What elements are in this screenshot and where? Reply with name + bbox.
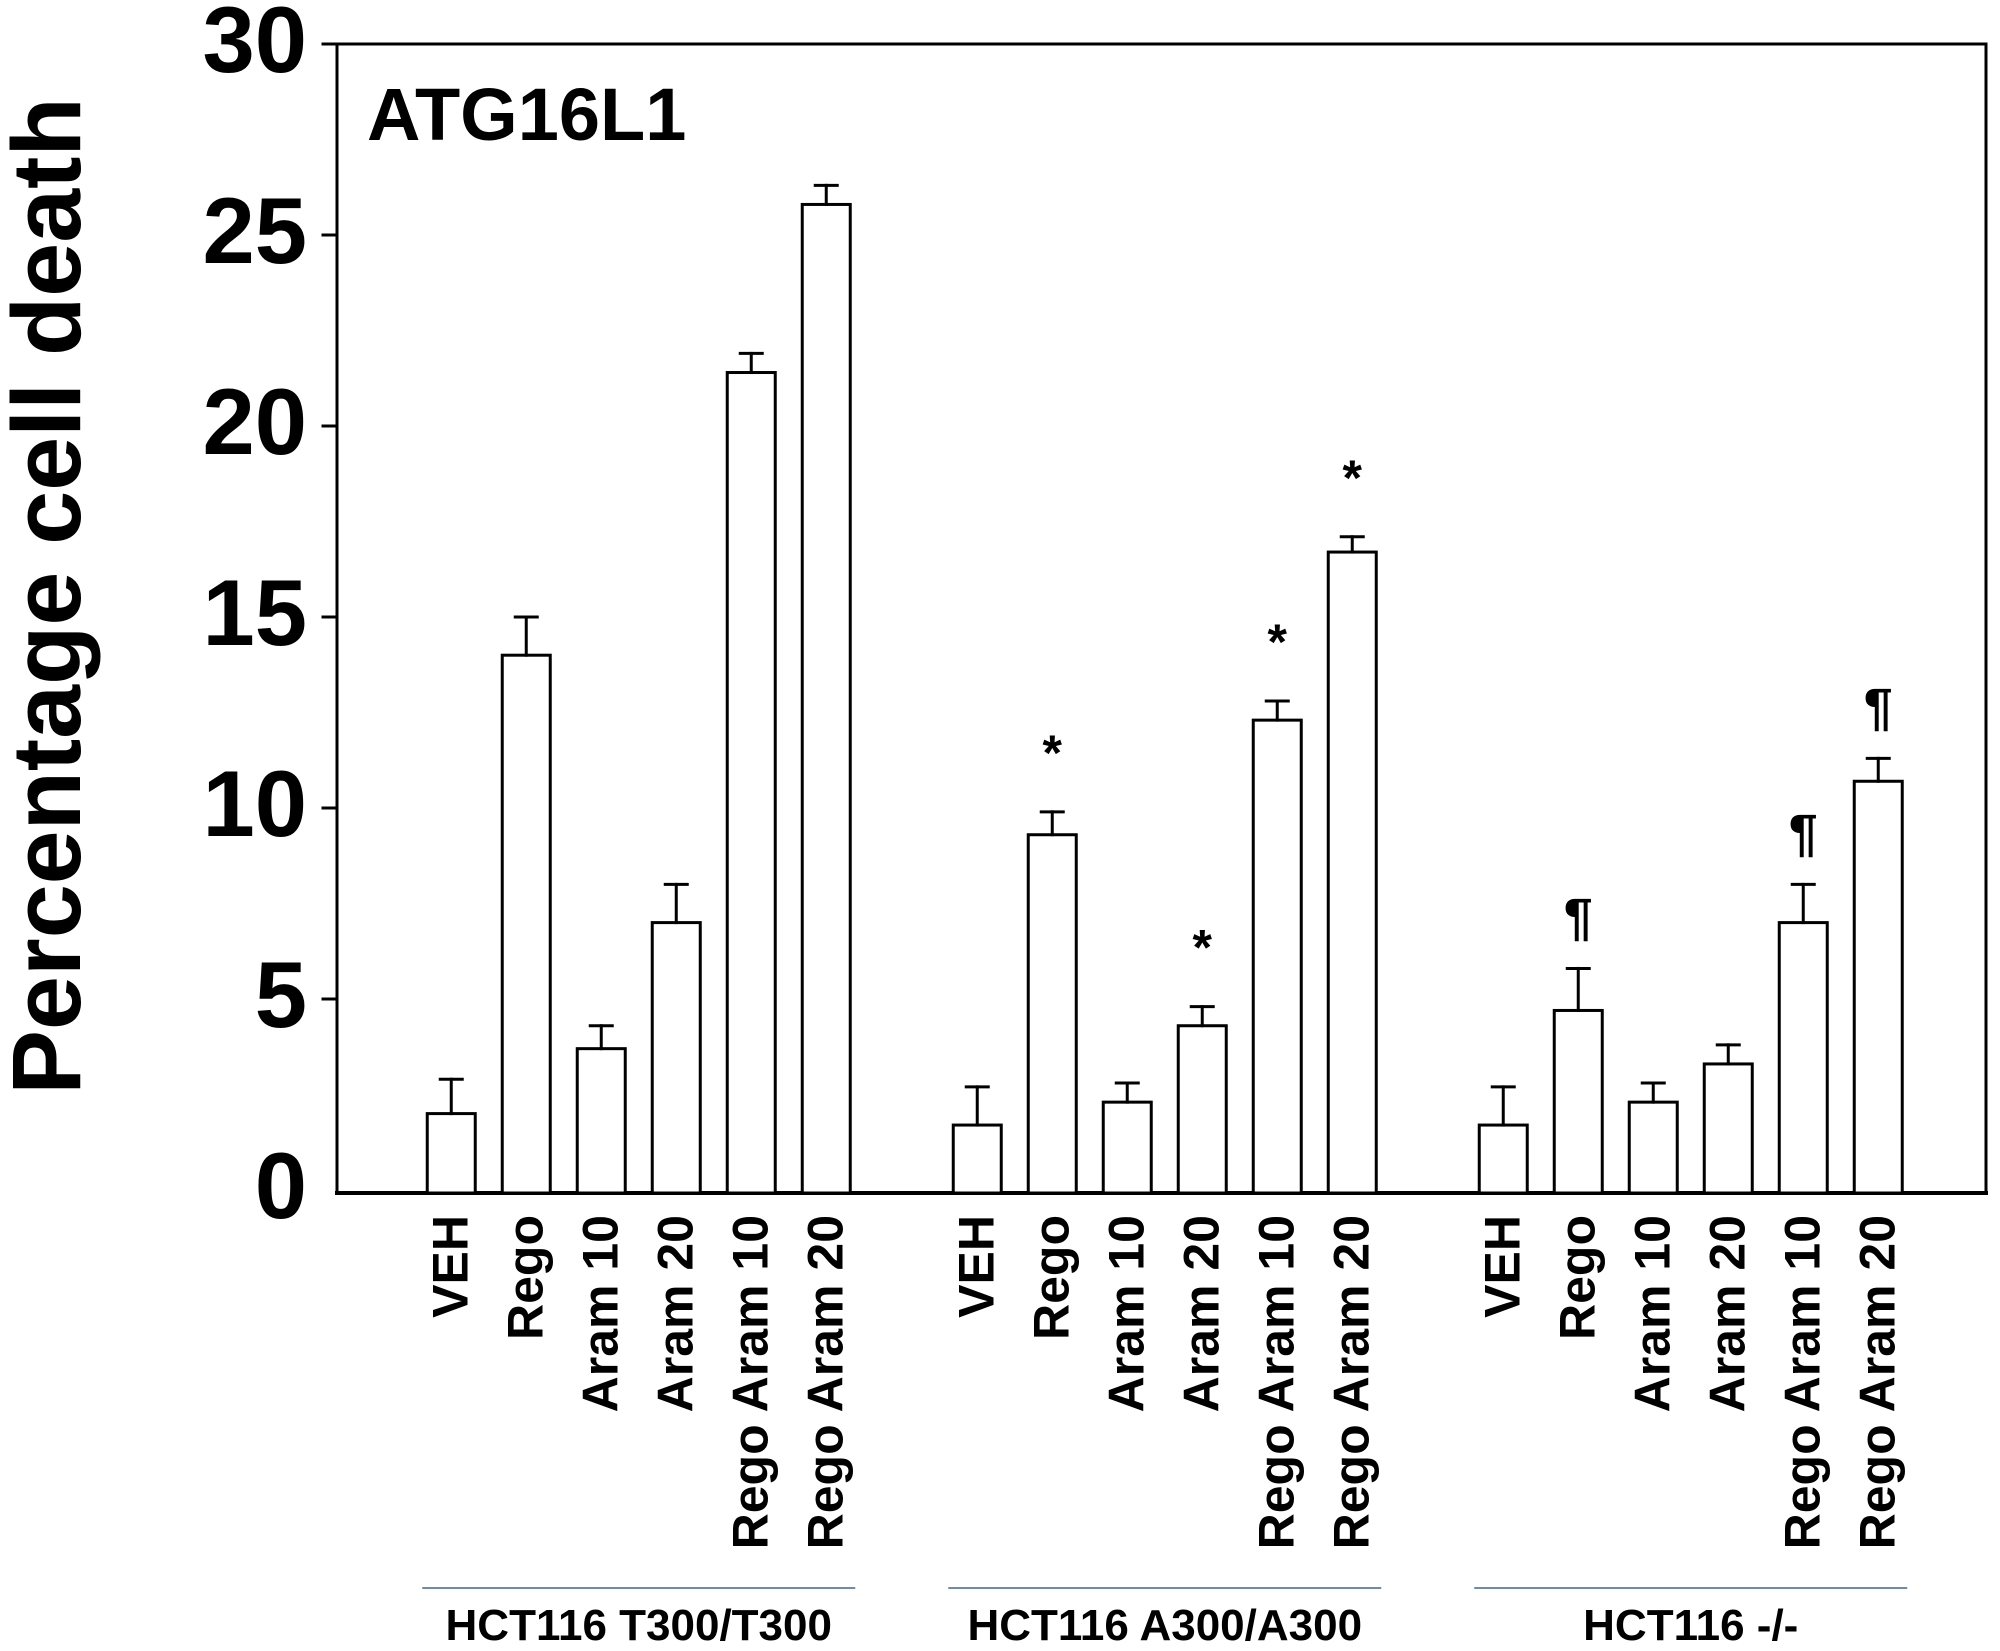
svg-text:*: *	[1268, 614, 1288, 670]
svg-text:Percentage cell death: Percentage cell death	[0, 97, 101, 1094]
svg-text:*: *	[1343, 450, 1363, 506]
svg-text:Aram 10: Aram 10	[1624, 1215, 1680, 1412]
svg-text:HCT116 T300/T300: HCT116 T300/T300	[446, 1601, 832, 1646]
svg-text:Rego: Rego	[1023, 1215, 1079, 1340]
svg-text:30: 30	[202, 0, 307, 92]
svg-text:Rego Aram 20: Rego Aram 20	[797, 1215, 853, 1549]
svg-text:Aram 20: Aram 20	[1173, 1215, 1229, 1412]
svg-text:HCT116 A300/A300: HCT116 A300/A300	[967, 1601, 1362, 1646]
svg-text:Rego Aram 20: Rego Aram 20	[1849, 1215, 1905, 1549]
svg-text:Rego Aram 10: Rego Aram 10	[722, 1215, 778, 1549]
svg-text:Rego: Rego	[497, 1215, 553, 1340]
svg-text:¶: ¶	[1564, 888, 1593, 946]
svg-text:¶: ¶	[1789, 804, 1818, 862]
svg-text:Aram 10: Aram 10	[1098, 1215, 1154, 1412]
svg-text:¶: ¶	[1864, 678, 1893, 736]
svg-text:VEH: VEH	[1474, 1215, 1530, 1318]
svg-text:Aram 10: Aram 10	[572, 1215, 628, 1412]
svg-text:20: 20	[202, 369, 307, 474]
svg-text:Aram 20: Aram 20	[1699, 1215, 1755, 1412]
svg-text:Rego Aram 10: Rego Aram 10	[1248, 1215, 1304, 1549]
svg-text:Aram 20: Aram 20	[647, 1215, 703, 1412]
svg-text:5: 5	[255, 942, 307, 1047]
svg-text:Rego Aram 20: Rego Aram 20	[1323, 1215, 1379, 1549]
svg-text:*: *	[1043, 725, 1063, 781]
svg-text:ATG16L1: ATG16L1	[367, 73, 686, 156]
svg-text:*: *	[1193, 920, 1213, 976]
svg-text:Rego: Rego	[1549, 1215, 1605, 1340]
svg-text:15: 15	[202, 560, 307, 665]
svg-text:HCT116 -/-: HCT116 -/-	[1583, 1601, 1798, 1646]
svg-text:0: 0	[255, 1133, 307, 1238]
svg-text:Rego Aram 10: Rego Aram 10	[1774, 1215, 1830, 1549]
svg-text:VEH: VEH	[422, 1215, 478, 1318]
svg-text:10: 10	[202, 751, 307, 856]
svg-text:VEH: VEH	[948, 1215, 1004, 1318]
svg-text:25: 25	[202, 178, 307, 283]
